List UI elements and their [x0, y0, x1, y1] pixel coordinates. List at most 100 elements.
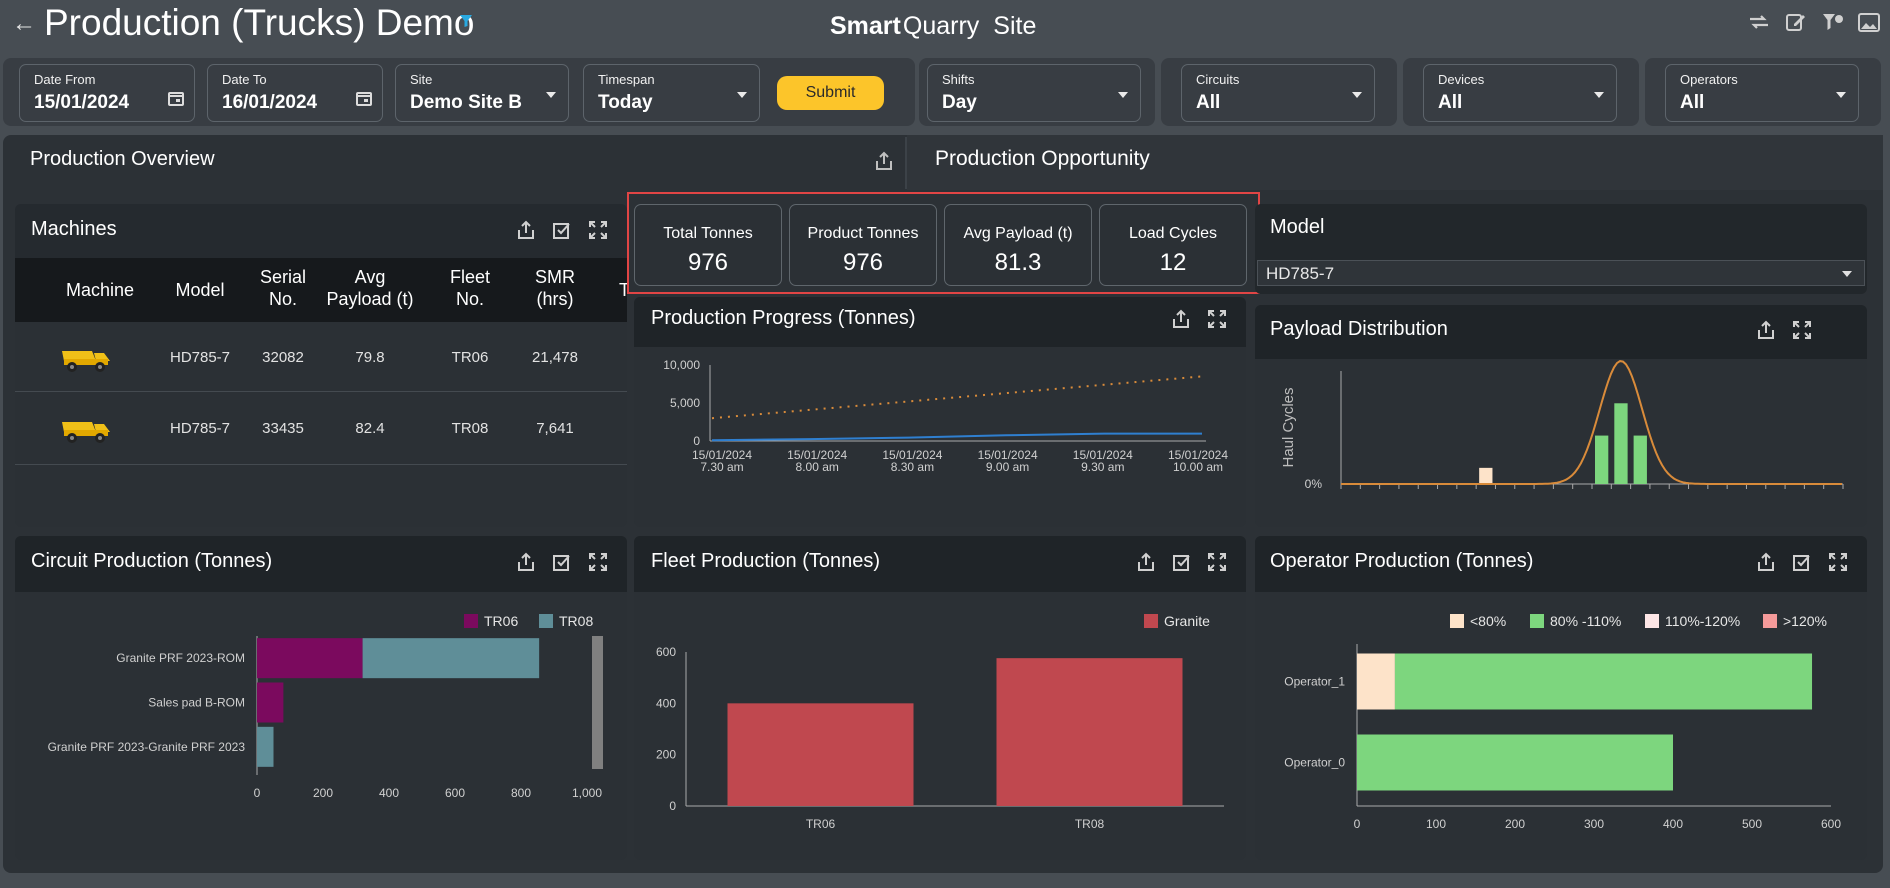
date-to-field[interactable]: Date To 16/01/2024 [207, 64, 383, 122]
devices-select[interactable]: Devices All [1423, 64, 1617, 122]
checkbox-icon[interactable] [552, 552, 572, 577]
machines-panel: Machines [15, 204, 627, 527]
legend-swatch [1144, 614, 1158, 628]
calendar-icon[interactable] [168, 90, 184, 106]
tab-production-opportunity[interactable]: Production Opportunity [935, 147, 1150, 170]
bar-segment [362, 638, 540, 679]
refresh-icon[interactable] [1746, 10, 1772, 34]
y-tick-label: 0 [693, 434, 700, 448]
share-icon[interactable] [874, 151, 894, 176]
expand-icon[interactable] [588, 220, 608, 245]
shifts-select[interactable]: Shifts Day [927, 64, 1141, 122]
devices-value: All [1438, 92, 1463, 113]
share-icon[interactable] [516, 220, 536, 245]
fleet-header [634, 536, 1246, 592]
share-icon[interactable] [1756, 552, 1776, 577]
scrollbar-thumb [592, 636, 603, 769]
legend-item-granite: Granite [1144, 613, 1210, 629]
y-tick-label: Granite PRF 2023-ROM [116, 651, 245, 665]
image-icon[interactable] [1857, 10, 1881, 34]
x-tick-label: 8.30 am [891, 460, 934, 474]
col-smr: SMR (hrs) [535, 267, 575, 309]
date-from-field[interactable]: Date From 15/01/2024 [19, 64, 195, 122]
y-tick-label: 5,000 [670, 396, 700, 410]
operator-title: Operator Production (Tonnes) [1270, 550, 1534, 572]
cell-payload: 79.8 [355, 349, 385, 366]
expand-icon[interactable] [1792, 320, 1812, 345]
bar-segment [257, 726, 274, 767]
x-tick-label: 300 [1584, 817, 1604, 831]
shifts-value: Day [942, 92, 977, 113]
kpi-load-cycles: Load Cycles 12 [1099, 204, 1247, 286]
circuits-select[interactable]: Circuits All [1181, 64, 1375, 122]
histogram-bar [1595, 435, 1609, 484]
x-tick-label: 500 [1742, 817, 1762, 831]
checkbox-icon[interactable] [552, 220, 572, 245]
devices-label: Devices [1438, 72, 1485, 87]
x-tick-label: 600 [445, 786, 465, 800]
legend-label: TR06 [484, 613, 519, 629]
back-arrow-icon[interactable]: ← [12, 10, 36, 37]
progress-panel: Production Progress (Tonnes) 0 5,000 10,00… [634, 297, 1246, 527]
payload-title: Payload Distribution [1270, 318, 1448, 340]
x-tick-label: 15/01/2024 [692, 448, 752, 462]
payload-chart: 0% Haul Cycles [1280, 360, 1844, 491]
x-tick-label: 1,000 [572, 786, 602, 800]
circuits-value: All [1196, 92, 1221, 113]
filter-settings-icon[interactable] [1821, 10, 1845, 34]
legend-label: <80% [1470, 613, 1507, 629]
expand-icon[interactable] [588, 552, 608, 577]
legend-label: 80% -110% [1550, 613, 1622, 629]
expand-icon[interactable] [1207, 309, 1227, 334]
checkbox-icon[interactable] [1792, 552, 1812, 577]
expand-icon[interactable] [1207, 552, 1227, 577]
share-icon[interactable] [1136, 552, 1156, 577]
cell-smr: 7,641 [536, 420, 574, 437]
cell-model: HD785-7 [169, 420, 231, 437]
share-icon[interactable] [516, 552, 536, 577]
histogram-bar [1633, 435, 1647, 484]
checkbox-icon[interactable] [1172, 552, 1192, 577]
table-row[interactable]: HD785-7 32082 79.8 TR06 21,478 [15, 322, 627, 392]
bar-segment [1357, 653, 1395, 710]
chevron-down-icon [1836, 92, 1846, 98]
chevron-down-icon [1842, 271, 1852, 277]
x-tick-label: 15/01/2024 [1168, 448, 1228, 462]
operators-select[interactable]: Operators All [1665, 64, 1859, 122]
fleet-title: Fleet Production (Tonnes) [651, 550, 881, 572]
submit-button[interactable]: Submit [777, 76, 884, 110]
x-tick-label: 800 [511, 786, 531, 800]
kpi-label: Product Tonnes [807, 225, 919, 242]
calendar-icon[interactable] [356, 90, 372, 106]
cell-fleet: TR06 [451, 349, 489, 366]
edit-icon[interactable] [1784, 10, 1808, 34]
chevron-down-icon [1118, 92, 1128, 98]
filter-funnel-icon[interactable] [459, 14, 473, 33]
timespan-label: Timespan [598, 72, 655, 87]
site-label: Site [410, 72, 433, 87]
share-icon[interactable] [1171, 309, 1191, 334]
y-tick-label: 600 [656, 645, 676, 659]
site-select[interactable]: Site Demo Site B [395, 64, 569, 122]
header-actions [1746, 10, 1889, 39]
model-select[interactable]: HD785-7 [1257, 260, 1865, 286]
x-tick-label: 15/01/2024 [978, 448, 1038, 462]
filter-group-circuits: Circuits All [1161, 58, 1397, 126]
legend-swatch [464, 614, 478, 628]
timespan-select[interactable]: Timespan Today [583, 64, 760, 122]
y-tick-label: 0 [669, 799, 676, 813]
table-row[interactable]: HD785-7 33435 82.4 TR08 7,641 [15, 393, 627, 465]
legend-item-tr08: TR08 [539, 613, 593, 629]
x-tick-label: 600 [1821, 817, 1841, 831]
share-icon[interactable] [1756, 320, 1776, 345]
brand-site: Site [993, 12, 1037, 40]
kpi-value: 12 [1159, 249, 1187, 276]
model-title: Model [1270, 216, 1325, 238]
payload-panel: Payload Distribution 0% Haul Cycles [1255, 305, 1867, 527]
bar-segment [1357, 734, 1673, 791]
machines-table-header: Machine Model Serial No. Avg Payload (t)… [15, 258, 627, 322]
expand-icon[interactable] [1828, 552, 1848, 577]
tab-production-overview[interactable]: Production Overview [30, 148, 215, 170]
bar [996, 658, 1183, 806]
